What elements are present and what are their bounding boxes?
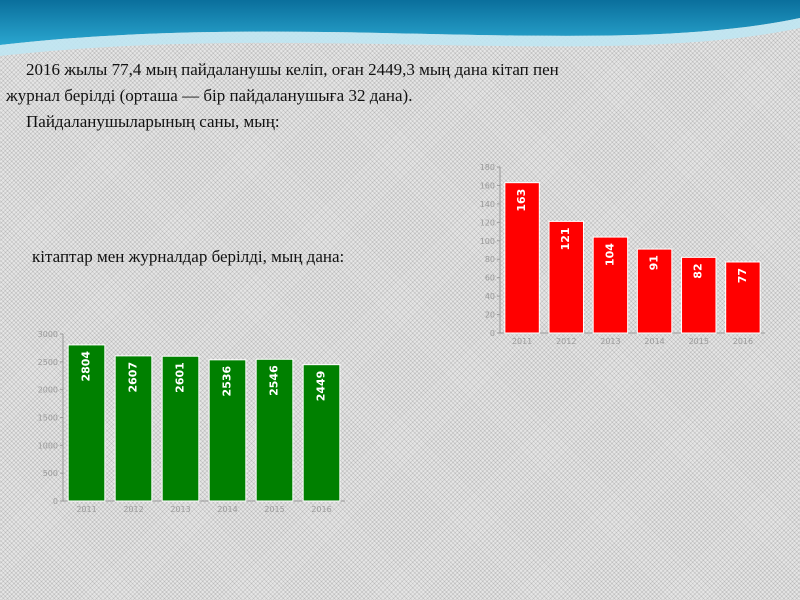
users-x-tick-label: 2014: [644, 337, 664, 346]
users-y-tick-label: 60: [485, 274, 495, 283]
books-x-tick-label: 2012: [123, 505, 143, 514]
users-bar-2016: [725, 261, 761, 334]
books-x-tick-label: 2011: [76, 505, 96, 514]
header-banner: [0, 0, 800, 60]
books-value-label: 2804: [80, 351, 93, 382]
users-bar-chart: 0 20 40 60 80 100 120 140 160 180 163 2011 121 2012 10…: [470, 155, 780, 350]
users-value-label: 121: [559, 227, 572, 250]
books-value-label: 2607: [127, 362, 140, 393]
books-value-label: 2536: [221, 365, 234, 396]
users-y-tick-label: 0: [490, 329, 495, 338]
books-bar-2013: [161, 355, 200, 502]
users-y-tick-label: 160: [480, 181, 495, 190]
users-x-tick-label: 2012: [556, 337, 576, 346]
users-x-tick-label: 2016: [733, 337, 753, 346]
users-bar-2012: [548, 220, 584, 334]
books-bar-chart: 0 500 1000 1500 2000 2500 3000 2804 2011 2607 2012…: [20, 325, 355, 515]
books-x-tick-label: 2015: [264, 505, 284, 514]
books-value-label: 2449: [315, 371, 328, 402]
books-bar-2012: [114, 355, 153, 502]
users-x-tick-label: 2013: [600, 337, 620, 346]
info-text-line-2: журнал берілді (орташа — бір пайдаланушы…: [6, 86, 413, 105]
books-y-tick-label: 2000: [38, 386, 58, 395]
users-value-label: 104: [603, 243, 616, 266]
books-y-tick-label: 2500: [38, 358, 58, 367]
users-bar-2013: [592, 236, 629, 334]
users-x-tick-label: 2011: [512, 337, 532, 346]
books-y-tick-label: 500: [43, 469, 58, 478]
books-bar-2011: [67, 344, 106, 502]
users-x-tick-label: 2015: [689, 337, 709, 346]
books-x-tick-label: 2014: [217, 505, 237, 514]
books-chart-caption: кітаптар мен журналдар берілді, мың дана…: [32, 247, 345, 266]
info-text-line-1: 2016 жылы 77,4 мың пайдаланушы келіп, оғ…: [26, 60, 559, 79]
books-value-label: 2546: [268, 365, 281, 396]
users-value-label: 163: [515, 189, 528, 212]
books-x-tick-label: 2016: [311, 505, 331, 514]
books-y-tick-label: 1500: [38, 414, 58, 423]
books-value-label: 2601: [174, 362, 187, 393]
users-y-tick-label: 80: [485, 255, 495, 264]
books-y-tick-label: 3000: [38, 330, 58, 339]
books-bar-2016: [302, 364, 341, 502]
users-y-tick-label: 20: [485, 311, 495, 320]
users-y-tick-label: 140: [480, 200, 495, 209]
users-y-tick-label: 100: [480, 237, 495, 246]
users-y-tick-label: 40: [485, 292, 495, 301]
users-value-label: 91: [648, 255, 661, 270]
users-value-label: 77: [736, 268, 749, 283]
users-chart-caption: Пайдаланушыларының саны, мың:: [26, 112, 280, 131]
users-y-tick-label: 120: [480, 218, 495, 227]
books-y-tick-label: 1000: [38, 441, 58, 450]
users-bar-2014: [636, 248, 673, 334]
users-bar-2015: [681, 256, 717, 334]
books-bar-2014: [208, 359, 247, 502]
users-y-tick-label: 180: [480, 163, 495, 172]
books-y-tick-label: 0: [53, 497, 58, 506]
users-value-label: 82: [692, 263, 705, 278]
users-bar-2011: [504, 182, 540, 334]
books-x-tick-label: 2013: [170, 505, 190, 514]
books-bar-2015: [255, 358, 294, 502]
